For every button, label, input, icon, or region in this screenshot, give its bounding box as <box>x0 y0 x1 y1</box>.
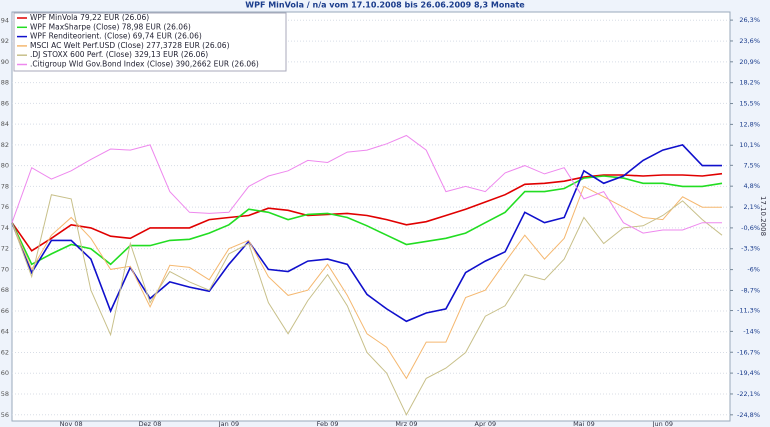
y2-tick-label: 2,1% <box>743 203 760 211</box>
y-tick-label: 62 <box>1 348 9 356</box>
y2-tick-label: -16,7% <box>737 348 760 356</box>
series-line <box>11 134 722 234</box>
y2-tick-label: 20,9% <box>739 58 760 66</box>
y-tick-label: 78 <box>1 182 9 190</box>
y-tick-label: 64 <box>1 328 9 336</box>
y-tick-label: 58 <box>1 390 9 398</box>
y2-tick-label: -6% <box>747 266 760 274</box>
y-tick-label: 86 <box>1 99 9 107</box>
legend-label: WPF Renditeorient. (Close) 69,74 EUR (26… <box>30 32 202 41</box>
y2-tick-label: -22,1% <box>737 390 760 398</box>
y-tick-label: 60 <box>1 369 9 377</box>
y2-tick-label: 10,1% <box>739 141 760 149</box>
series-line <box>11 194 723 416</box>
y2-tick-label: 4,8% <box>743 182 760 190</box>
legend-label: MSCI AC Welt Perf.USD (Close) 277,3728 E… <box>30 41 230 50</box>
y2-tick-label: -19,4% <box>737 369 760 377</box>
y2-tick-label: -14% <box>743 327 760 335</box>
x-tick-label: Feb 09 <box>317 420 339 427</box>
y2-tick-label: 15,5% <box>739 100 760 108</box>
legend-label: .DJ STOXX 600 Perf. (Close) 329,13 EUR (… <box>30 50 208 59</box>
series-line <box>11 185 722 380</box>
y-tick-label: 88 <box>1 79 9 87</box>
x-tick-label: Nov 08 <box>60 420 83 427</box>
y-tick-label: 68 <box>1 286 9 294</box>
y2-tick-label: -0,6% <box>741 224 760 232</box>
y-tick-label: 84 <box>1 120 9 128</box>
x-tick-label: Jan 09 <box>218 420 239 427</box>
y-tick-label: 82 <box>1 141 9 149</box>
y2-tick-label: -11,3% <box>737 307 760 315</box>
y-tick-label: 72 <box>1 245 9 253</box>
y-tick-label: 74 <box>1 224 9 232</box>
legend-label: WPF MaxSharpe (Close) 78,98 EUR (26.06) <box>30 22 191 31</box>
y2-tick-label: -3,3% <box>741 245 760 253</box>
y-tick-label: 56 <box>1 411 9 419</box>
y-tick-label: 76 <box>1 203 9 211</box>
y-tick-label: 70 <box>1 265 9 273</box>
y2-tick-label: 12,8% <box>739 120 760 128</box>
y2-tick-label: -24,8% <box>737 411 760 419</box>
x-tick-label: Jun 09 <box>652 420 674 427</box>
x-tick-label: Apr 09 <box>475 420 497 427</box>
x-tick-label: Dez 08 <box>139 420 162 427</box>
y2-tick-label: 26,3% <box>739 16 760 24</box>
side-label: 17.10.2008 <box>759 196 767 236</box>
y2-tick-label: 7,5% <box>743 161 760 169</box>
y-tick-label: 94 <box>1 16 9 24</box>
y2-tick-label: 23,6% <box>739 37 760 45</box>
legend-label: .Citigroup Wld Gov.Bond Index (Close) 39… <box>30 60 259 69</box>
y2-tick-label: 18,2% <box>739 79 760 87</box>
chart-title: WPF MinVola / n/a vom 17.10.2008 bis 26.… <box>245 1 525 10</box>
x-tick-label: Mai 09 <box>573 420 595 427</box>
y2-tick-label: -8,7% <box>741 286 760 294</box>
legend-label: WPF MinVola 79,22 EUR (26.06) <box>30 13 149 22</box>
y-tick-label: 92 <box>1 37 9 45</box>
y-tick-label: 66 <box>1 307 9 315</box>
x-tick-label: Mrz 09 <box>395 420 417 427</box>
y-tick-label: 80 <box>1 162 9 170</box>
y-tick-label: 90 <box>1 58 9 66</box>
series-line <box>11 172 723 252</box>
legend-box <box>13 12 287 72</box>
